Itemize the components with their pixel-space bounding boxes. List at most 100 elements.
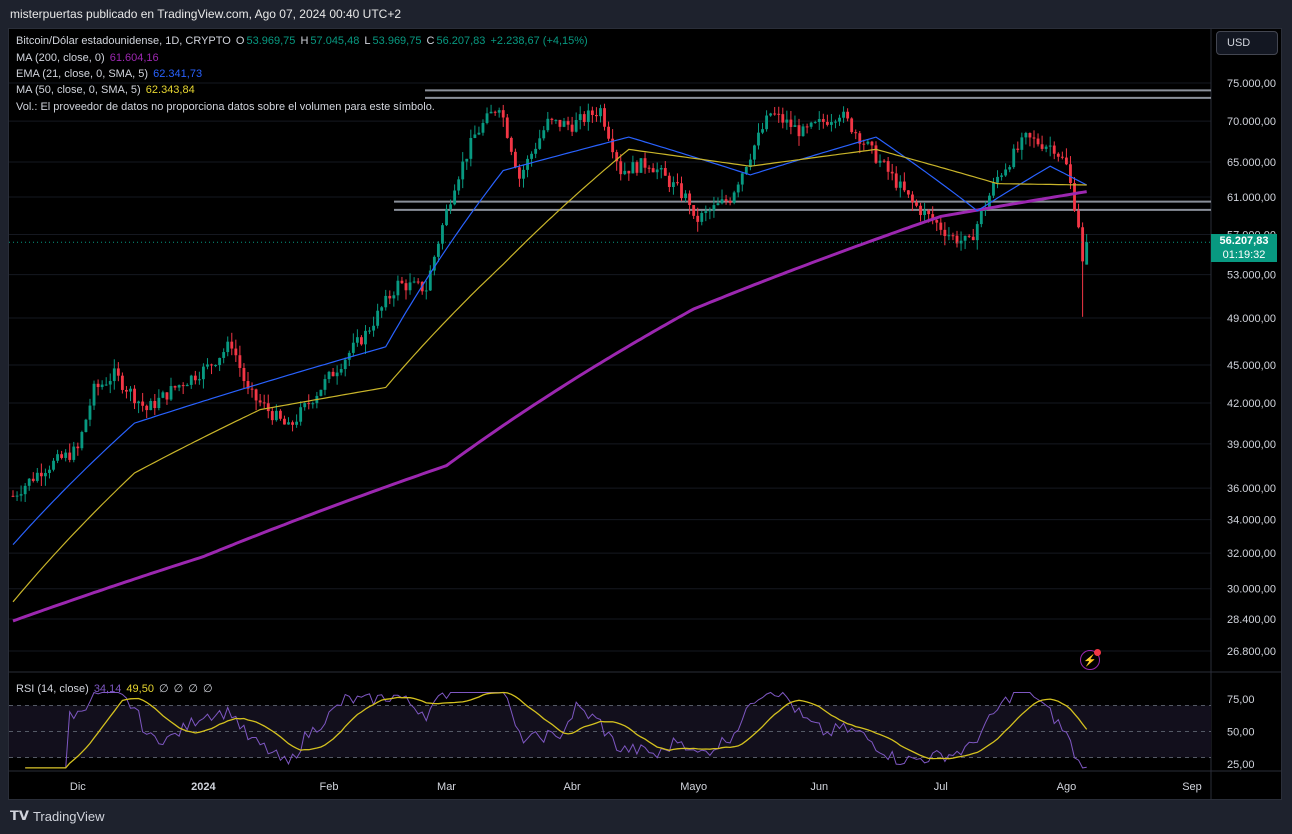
open-label: O <box>235 35 245 47</box>
candle-body <box>72 446 76 460</box>
candle-body <box>262 402 266 404</box>
price-tick-label: 70.000,00 <box>1227 116 1276 128</box>
candle-body <box>676 182 679 184</box>
candle-body <box>635 162 639 173</box>
candle-body <box>299 407 303 422</box>
candle-body <box>753 145 756 160</box>
footer-brand: 𝗧𝗩 TradingView <box>10 808 104 824</box>
candle-body <box>935 220 939 223</box>
candle-body <box>384 295 388 308</box>
candle-body <box>441 225 444 244</box>
candle-body <box>481 122 485 133</box>
candle-body <box>838 117 841 122</box>
candle-body <box>586 110 590 123</box>
candle-body <box>177 385 181 388</box>
open-value: 53.969,75 <box>246 35 296 47</box>
price-tick-label: 28.400,00 <box>1227 614 1276 626</box>
candle-body <box>238 355 242 368</box>
ma200-legend: MA (200, close, 0) 61.604,16 <box>16 52 161 64</box>
candle-body <box>542 130 546 139</box>
candle-body <box>1032 137 1036 139</box>
rsi-line <box>25 691 1087 769</box>
candle-body <box>88 405 92 420</box>
candle-body <box>193 375 197 381</box>
volume-notice: Vol.: El proveedor de datos no proporcio… <box>16 101 437 113</box>
candle-body <box>931 214 935 221</box>
candle-body <box>562 121 566 127</box>
candle-body <box>979 210 983 225</box>
candle-body <box>23 485 27 495</box>
candle-body <box>805 126 809 128</box>
candle-body <box>100 384 104 388</box>
candle-body <box>270 411 274 421</box>
lightning-icon[interactable]: ⚡ <box>1080 649 1101 670</box>
candle-body <box>319 389 323 396</box>
candle-body <box>834 121 837 123</box>
candle-body <box>574 120 578 132</box>
time-tick-label: Ago <box>1057 781 1077 793</box>
candle-body <box>882 160 886 162</box>
candle-body <box>104 384 108 386</box>
candle-body <box>287 422 290 425</box>
candle-body <box>323 379 327 390</box>
ma200-value: 61.604,16 <box>109 52 159 64</box>
candle-body <box>554 119 558 121</box>
candle-body <box>1004 169 1008 176</box>
candle-body <box>27 478 31 486</box>
currency-button[interactable]: USD <box>1216 31 1278 55</box>
candle-body <box>671 182 675 187</box>
candle-body <box>785 119 789 123</box>
candle-body <box>153 400 157 409</box>
ma50-value: 62.343,84 <box>145 84 195 96</box>
candle-body <box>821 119 825 122</box>
candle-body <box>911 194 914 203</box>
candle-body <box>781 114 785 123</box>
candle-body <box>1081 227 1085 262</box>
chart-canvas[interactable]: 75.000,00 70.000,00 65.000,00 61.000,00 57.0… <box>9 29 1282 800</box>
candle-body <box>493 111 497 113</box>
candle-body <box>116 368 120 376</box>
candle-body <box>866 141 870 144</box>
time-tick-label: Sep <box>1182 781 1202 793</box>
candle-body <box>530 153 534 159</box>
candle-body <box>355 337 359 343</box>
candle-body <box>19 494 23 496</box>
candle-body <box>197 379 201 381</box>
candle-body <box>1020 137 1024 150</box>
chart-frame[interactable]: 75.000,00 70.000,00 65.000,00 61.000,00 57.0… <box>8 28 1282 800</box>
candle-body <box>343 359 347 370</box>
candle-body <box>611 138 615 153</box>
candle-body <box>825 121 829 125</box>
candle-body <box>1000 175 1003 177</box>
time-tick-label: 2024 <box>191 781 216 793</box>
candle-body <box>108 381 112 385</box>
candle-body <box>680 183 683 199</box>
candle-body <box>513 151 517 168</box>
candle-body <box>380 307 384 311</box>
candle-body <box>242 367 246 382</box>
candle-body <box>712 205 716 211</box>
candle-body <box>1060 156 1064 158</box>
candle-body <box>724 199 728 201</box>
price-tick-label: 49.000,00 <box>1227 313 1276 325</box>
candle-body <box>773 113 777 115</box>
candle-body <box>890 171 894 174</box>
price-tick-label: 75.000,00 <box>1227 78 1276 90</box>
rsi-tick-label: 50,00 <box>1227 727 1255 739</box>
candle-body <box>595 114 598 117</box>
candle-body <box>809 122 813 127</box>
candle-body <box>396 280 400 296</box>
candle-body <box>283 418 286 425</box>
candle-body <box>967 235 971 237</box>
time-tick-label: Jun <box>810 781 828 793</box>
candle-body <box>971 236 975 241</box>
candle-body <box>708 210 712 212</box>
candle-body <box>797 125 801 137</box>
candle-body <box>943 229 947 236</box>
candle-body <box>469 137 473 159</box>
candle-body <box>335 372 339 377</box>
candle-body <box>181 385 185 387</box>
candle-body <box>1040 144 1044 149</box>
rsi-empty-2: ∅ <box>173 683 184 695</box>
candle-body <box>250 388 254 390</box>
